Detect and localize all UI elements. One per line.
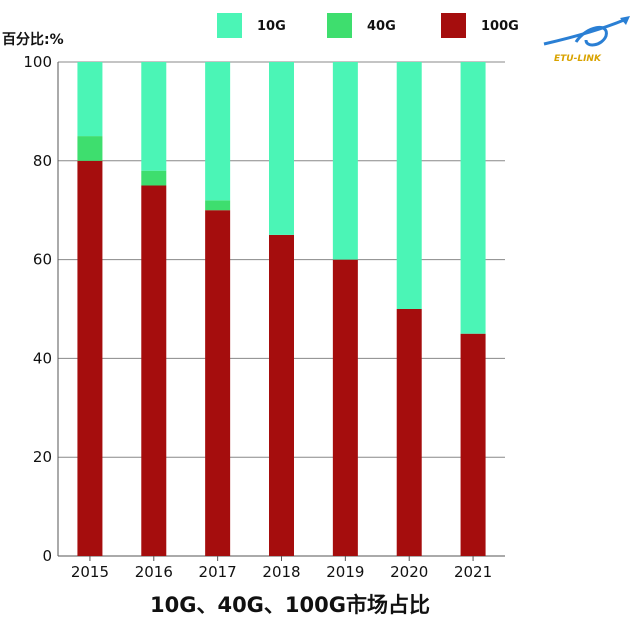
bar-40G-2016 xyxy=(141,170,167,186)
legend-label-40G: 40G xyxy=(367,19,396,34)
x-tick-label-2018: 2018 xyxy=(262,563,300,581)
axes xyxy=(57,62,474,561)
x-tick-label-2017: 2017 xyxy=(199,563,237,581)
bar-100G-2016 xyxy=(141,185,167,556)
bar-10G-2020 xyxy=(396,62,422,309)
bar-100G-2021 xyxy=(460,333,486,556)
bar-100G-2019 xyxy=(332,259,358,556)
legend-swatch-10G xyxy=(217,13,242,38)
logo-e-mark xyxy=(574,26,608,47)
etu-link-logo: ETU-LINK xyxy=(543,16,630,64)
bar-100G-2017 xyxy=(205,210,231,556)
logo-arrow-icon xyxy=(620,16,630,25)
y-tick-label: 60 xyxy=(33,251,52,269)
bar-40G-2015 xyxy=(77,136,103,161)
legend: 10G 40G 100G xyxy=(217,13,519,38)
y-tick-label: 80 xyxy=(33,152,52,170)
y-tick-label: 100 xyxy=(23,53,52,71)
legend-label-100G: 100G xyxy=(481,19,519,34)
y-tick-label: 20 xyxy=(33,448,52,466)
bar-10G-2015 xyxy=(77,62,103,137)
legend-swatch-100G xyxy=(441,13,466,38)
bar-100G-2015 xyxy=(77,160,103,557)
x-tick-label-2016: 2016 xyxy=(135,563,173,581)
x-tick-label-2015: 2015 xyxy=(71,563,109,581)
bars xyxy=(77,62,486,557)
bar-100G-2020 xyxy=(396,309,422,556)
logo-text: ETU-LINK xyxy=(554,54,602,64)
x-tick-label-2019: 2019 xyxy=(326,563,364,581)
bar-10G-2019 xyxy=(332,62,358,260)
bar-40G-2017 xyxy=(205,200,231,211)
bar-10G-2017 xyxy=(205,62,231,201)
tick-labels: 0 20 40 60 80 100 2015 2016 2017 2018 2019 2020 2021 xyxy=(23,53,492,581)
y-tick-label: 40 xyxy=(33,349,52,367)
bar-10G-2018 xyxy=(269,62,294,235)
bar-10G-2016 xyxy=(141,62,167,171)
chart-title: 10G、40G、100G市场占比 xyxy=(150,593,430,617)
x-tick-label-2021: 2021 xyxy=(454,563,492,581)
y-axis-label: 百分比:% xyxy=(2,31,64,48)
bar-10G-2021 xyxy=(460,62,486,334)
x-tick-label-2020: 2020 xyxy=(390,563,428,581)
legend-swatch-40G xyxy=(327,13,352,38)
legend-label-10G: 10G xyxy=(257,19,286,34)
y-tick-label: 0 xyxy=(42,547,52,565)
bar-100G-2018 xyxy=(269,234,294,556)
